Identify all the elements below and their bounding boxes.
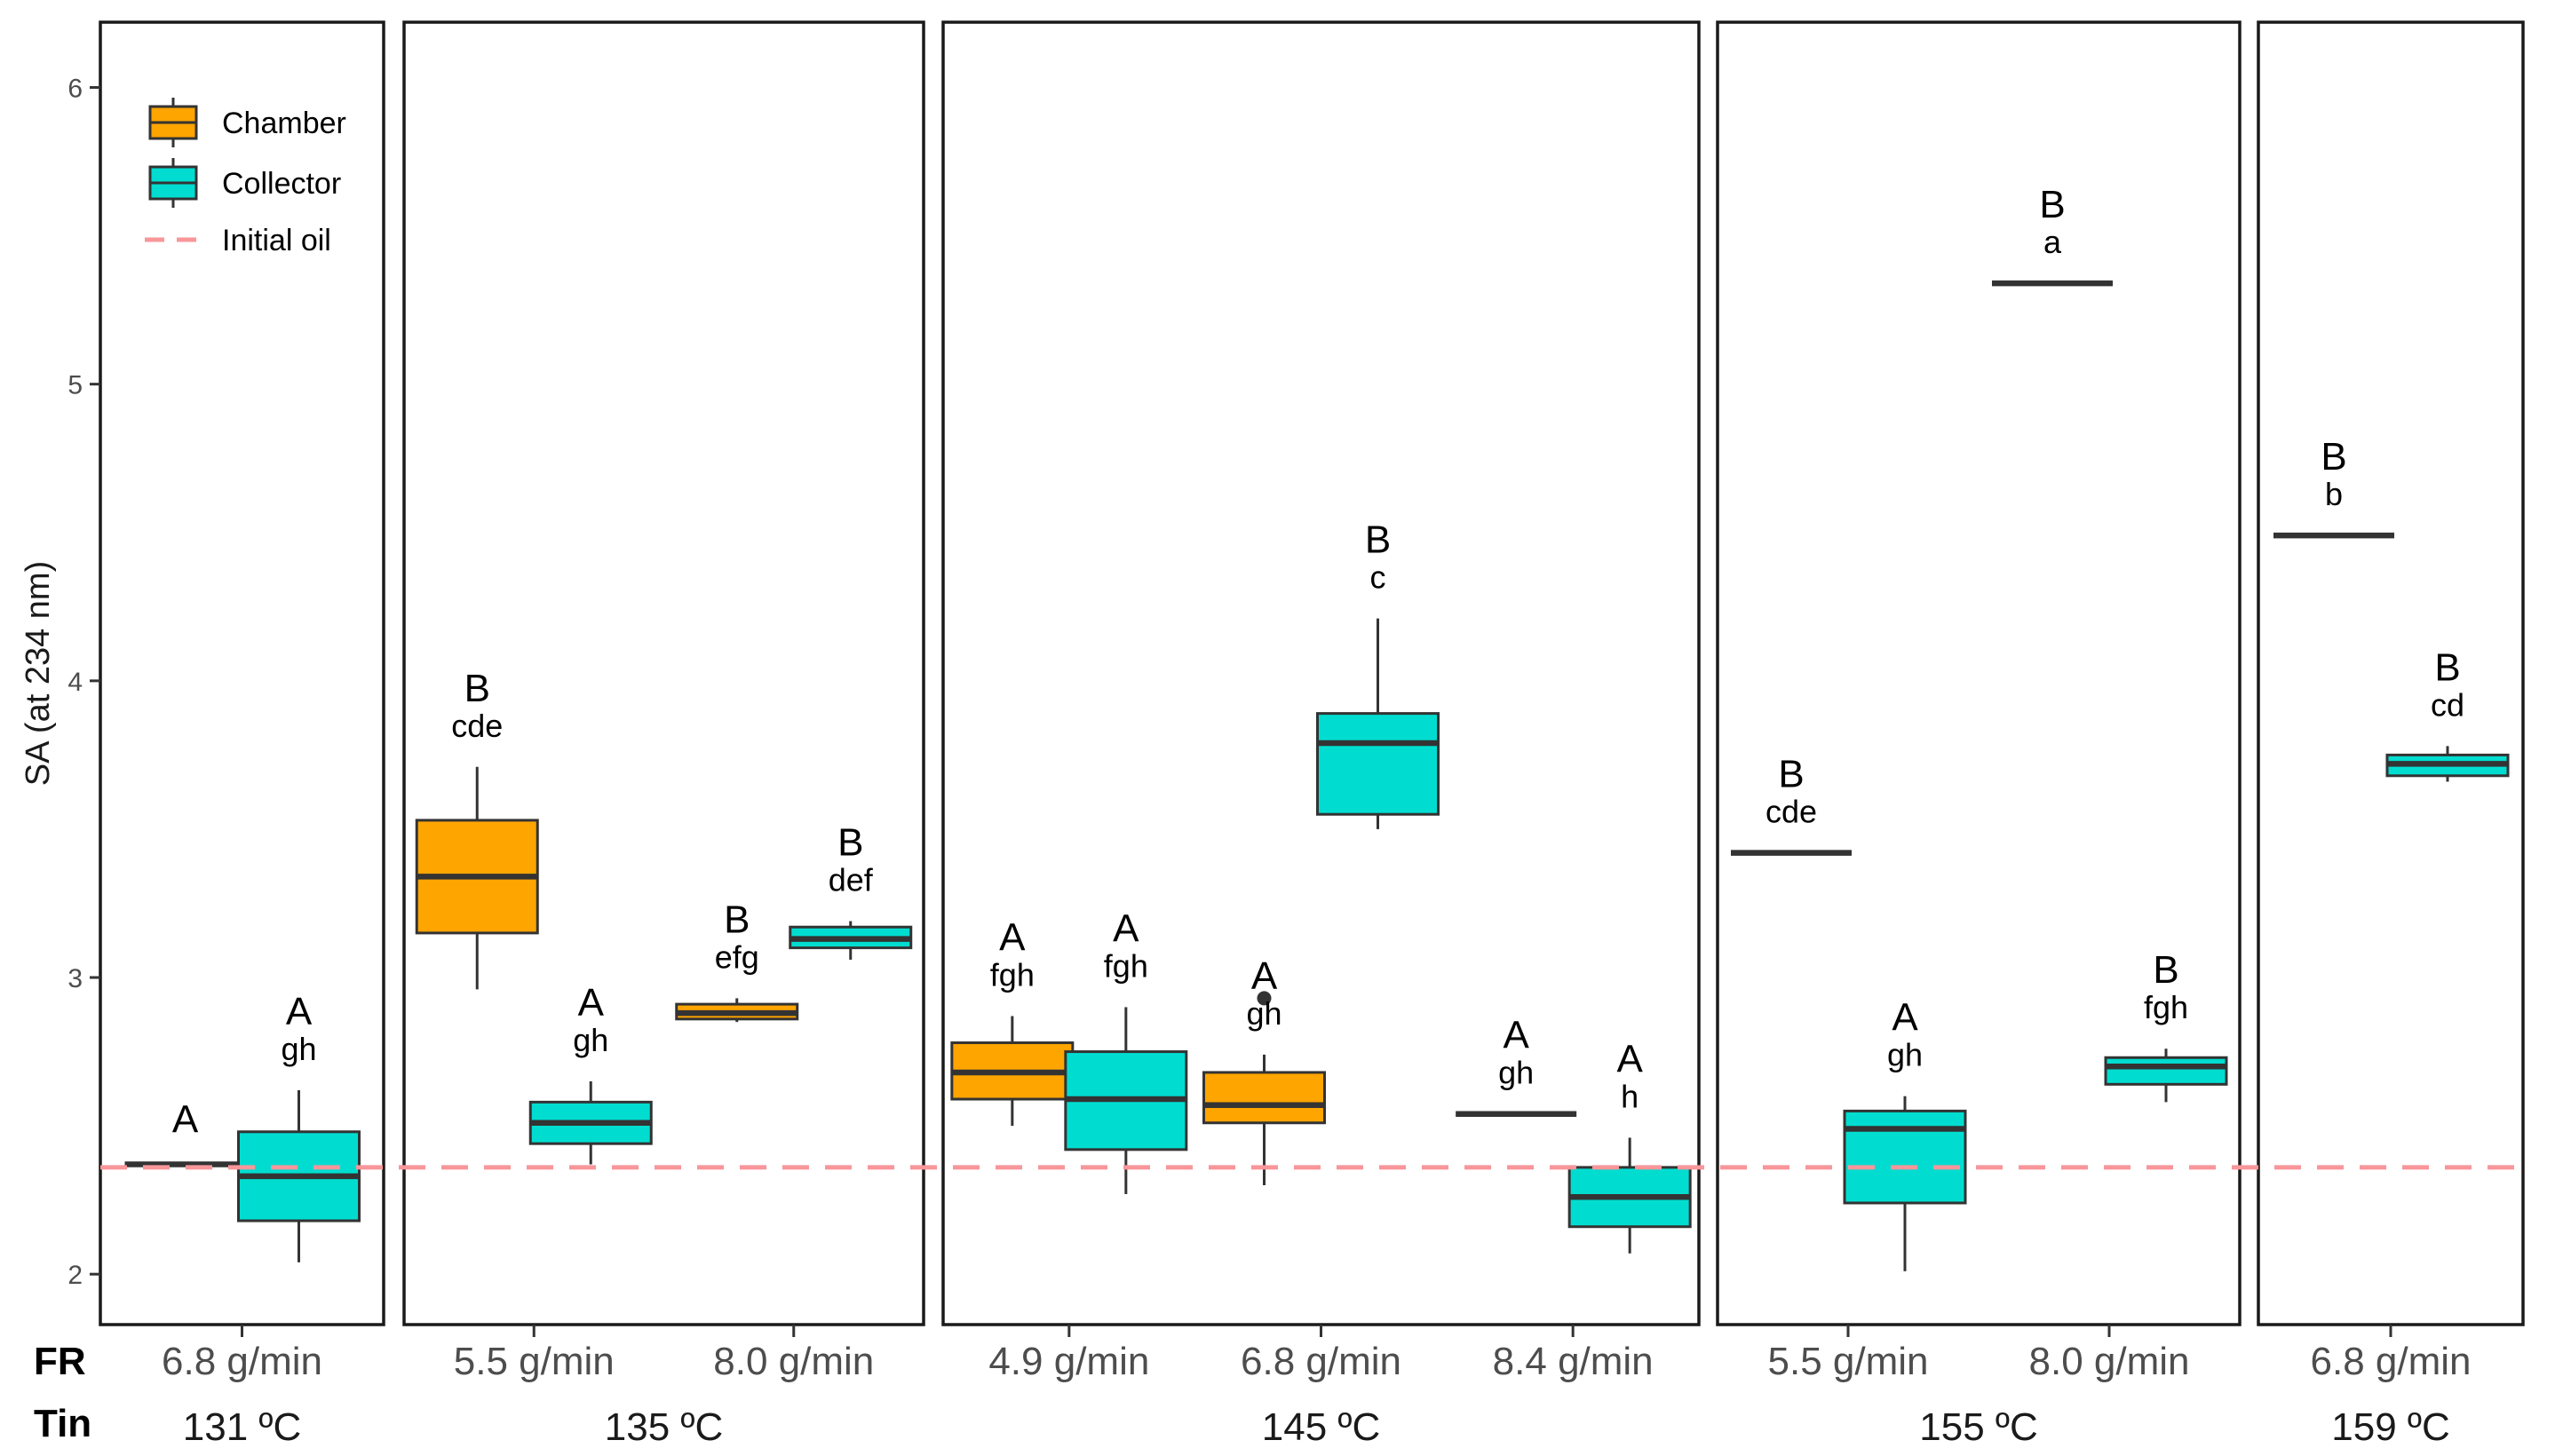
group-letter-upper: B — [2153, 948, 2178, 992]
iqr-box — [1843, 1109, 1967, 1205]
iqr-box — [2104, 1056, 2228, 1086]
group-letter-upper: B — [1365, 518, 1391, 562]
chamber-box-145-c-6-8-g-min — [1202, 991, 1326, 1185]
group-letter-lower: gh — [1498, 1055, 1534, 1091]
group-letter-lower: fgh — [990, 956, 1035, 993]
fr-label-6-8-g-min: 6.8 g/min — [2311, 1340, 2472, 1383]
fr-label-6-8-g-min: 6.8 g/min — [162, 1340, 322, 1383]
y-tick-label: 3 — [67, 964, 83, 993]
y-tick-label: 4 — [67, 668, 83, 697]
fr-label-5-5-g-min: 5.5 g/min — [454, 1340, 615, 1383]
fr-label-5-5-g-min: 5.5 g/min — [1768, 1340, 1929, 1383]
panel-131-c — [99, 20, 385, 1326]
y-tick-label: 2 — [67, 1261, 83, 1290]
legend-entry-initial-oil: Initial oil — [145, 224, 331, 257]
tin-label-145-c: 145 ºC — [1262, 1405, 1380, 1449]
tin-label-131-c: 131 ºC — [183, 1405, 301, 1449]
panel-155-c — [1716, 20, 2242, 1326]
tin-label-159-c: 159 ºC — [2331, 1405, 2449, 1449]
panel-159-c — [2257, 20, 2525, 1326]
fr-label-6-8-g-min: 6.8 g/min — [1241, 1340, 1401, 1383]
y-tick-label: 5 — [67, 371, 83, 400]
chamber-box-135-c-5-5-g-min — [415, 766, 539, 990]
group-letter-upper: B — [837, 821, 863, 865]
legend-entry-chamber: Chamber — [148, 98, 346, 147]
collector-box-159-c-6-8-g-min — [2385, 746, 2510, 782]
group-letter-upper: B — [1778, 753, 1804, 796]
collector-box-145-c-4-9-g-min — [1064, 1007, 1188, 1194]
collector-box-145-c-8-4-g-min — [1567, 1137, 1692, 1254]
group-letter-lower: c — [1370, 559, 1386, 596]
legend-label: Initial oil — [222, 224, 331, 257]
group-letter-upper: A — [1503, 1014, 1529, 1057]
fr-label-4-9-g-min: 4.9 g/min — [988, 1340, 1149, 1383]
iqr-box — [1202, 1071, 1326, 1125]
y-axis-title: SA (at 234 nm) — [20, 561, 57, 786]
fr-row-label: FR — [34, 1340, 86, 1383]
legend-label: Chamber — [222, 107, 346, 140]
fr-label-8-0-g-min: 8.0 g/min — [2029, 1340, 2190, 1383]
chamber-box-135-c-8-0-g-min — [675, 998, 799, 1023]
tin-label-155-c: 155 ºC — [1919, 1405, 2037, 1449]
collector-box-131-c-6-8-g-min — [237, 1090, 361, 1262]
group-letter-upper: B — [2434, 645, 2460, 689]
group-letter-upper: A — [172, 1098, 199, 1142]
fr-label-8-4-g-min: 8.4 g/min — [1493, 1340, 1654, 1383]
group-letter-upper: A — [578, 981, 605, 1025]
group-letter-lower: gh — [573, 1022, 608, 1058]
group-letter-upper: A — [1113, 906, 1139, 950]
legend-entry-collector: Collector — [148, 158, 341, 208]
group-letter-lower: cd — [2431, 686, 2464, 723]
group-letter-upper: A — [1251, 954, 1278, 998]
group-letter-upper: B — [2321, 435, 2346, 479]
group-letter-lower: def — [829, 862, 874, 898]
collector-box-155-c-8-0-g-min — [2104, 1048, 2228, 1103]
panel-135-c — [402, 20, 925, 1326]
group-letter-lower: b — [2325, 476, 2343, 512]
group-letter-upper: A — [286, 990, 313, 1033]
collector-box-135-c-8-0-g-min — [789, 921, 913, 960]
tin-row-label: Tin — [34, 1402, 91, 1445]
legend-label: Collector — [222, 167, 341, 201]
group-letter-lower: h — [1621, 1078, 1639, 1114]
tin-label-135-c: 135 ºC — [605, 1405, 723, 1449]
group-letter-lower: gh — [1887, 1037, 1923, 1073]
fr-label-8-0-g-min: 8.0 g/min — [713, 1340, 874, 1383]
group-letter-lower: cde — [451, 708, 503, 744]
group-letter-lower: cde — [1765, 794, 1817, 830]
group-letter-lower: gh — [281, 1031, 316, 1067]
y-tick-label: 6 — [67, 75, 83, 104]
group-letter-upper: A — [1616, 1037, 1643, 1080]
group-letter-upper: B — [724, 898, 750, 941]
group-letter-upper: A — [999, 915, 1026, 959]
collector-box-145-c-6-8-g-min — [1316, 618, 1440, 829]
group-letter-lower: fgh — [1104, 947, 1148, 984]
group-letter-lower: gh — [1246, 995, 1281, 1032]
outlier-point — [1257, 991, 1272, 1006]
group-letter-lower: fgh — [2144, 989, 2188, 1025]
group-letter-lower: a — [2043, 224, 2062, 260]
panel-145-c — [941, 20, 1701, 1326]
group-letter-upper: B — [464, 667, 490, 710]
collector-box-155-c-5-5-g-min — [1843, 1096, 1967, 1271]
group-letter-lower: efg — [715, 938, 759, 975]
group-letter-upper: A — [1892, 996, 1918, 1040]
collector-box-135-c-5-5-g-min — [528, 1080, 653, 1165]
group-letter-upper: B — [2039, 183, 2065, 226]
iqr-box — [1316, 712, 1440, 816]
